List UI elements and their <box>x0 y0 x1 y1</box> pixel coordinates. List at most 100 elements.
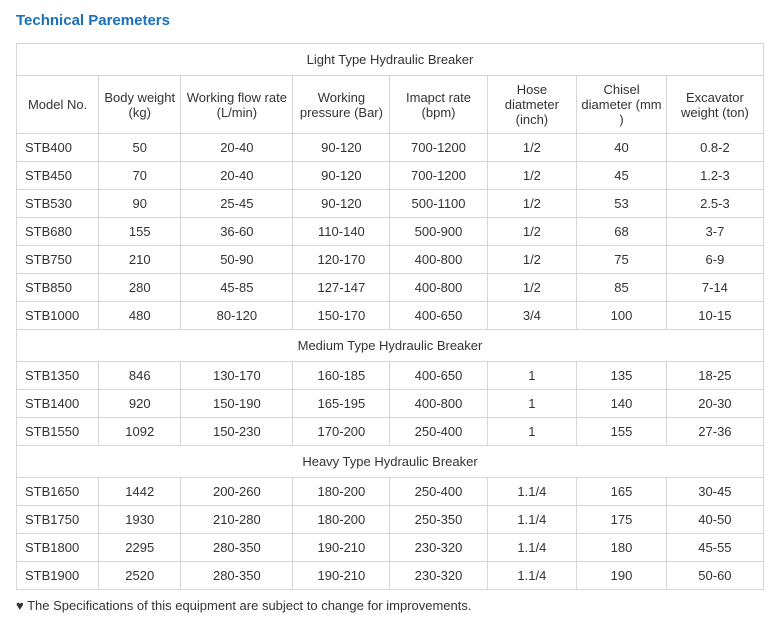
data-cell: 45 <box>577 162 667 190</box>
data-cell: 1/2 <box>487 246 577 274</box>
data-cell: 127-147 <box>293 274 390 302</box>
data-cell: 30-45 <box>666 478 763 506</box>
model-cell: STB1400 <box>17 390 99 418</box>
section-title: Heavy Type Hydraulic Breaker <box>17 446 764 478</box>
data-cell: 90-120 <box>293 190 390 218</box>
data-cell: 0.8-2 <box>666 134 763 162</box>
column-header: Hose diatmeter (inch) <box>487 76 577 134</box>
column-header: Model No. <box>17 76 99 134</box>
data-cell: 155 <box>99 218 181 246</box>
data-cell: 170-200 <box>293 418 390 446</box>
data-cell: 140 <box>577 390 667 418</box>
data-cell: 6-9 <box>666 246 763 274</box>
data-cell: 1/2 <box>487 162 577 190</box>
data-cell: 175 <box>577 506 667 534</box>
data-cell: 20-40 <box>181 134 293 162</box>
data-cell: 53 <box>577 190 667 218</box>
data-cell: 1.1/4 <box>487 562 577 590</box>
data-cell: 2295 <box>99 534 181 562</box>
data-cell: 1 <box>487 390 577 418</box>
table-row: STB100048080-120150-170400-6503/410010-1… <box>17 302 764 330</box>
data-cell: 400-650 <box>390 302 487 330</box>
data-cell: 150-230 <box>181 418 293 446</box>
data-cell: 190 <box>577 562 667 590</box>
model-cell: STB1000 <box>17 302 99 330</box>
data-cell: 155 <box>577 418 667 446</box>
table-row: STB15501092150-230170-200250-400115527-3… <box>17 418 764 446</box>
table-row: STB16501442200-260180-200250-4001.1/4165… <box>17 478 764 506</box>
table-row: STB18002295280-350190-210230-3201.1/4180… <box>17 534 764 562</box>
column-header: Working flow rate (L/min) <box>181 76 293 134</box>
data-cell: 18-25 <box>666 362 763 390</box>
data-cell: 85 <box>577 274 667 302</box>
data-cell: 50 <box>99 134 181 162</box>
data-cell: 100 <box>577 302 667 330</box>
column-header: Excavator weight (ton) <box>666 76 763 134</box>
data-cell: 90-120 <box>293 162 390 190</box>
data-cell: 180-200 <box>293 506 390 534</box>
data-cell: 27-36 <box>666 418 763 446</box>
data-cell: 846 <box>99 362 181 390</box>
data-cell: 165 <box>577 478 667 506</box>
column-header: Working pressure (Bar) <box>293 76 390 134</box>
data-cell: 400-800 <box>390 390 487 418</box>
data-cell: 2520 <box>99 562 181 590</box>
data-cell: 210-280 <box>181 506 293 534</box>
data-cell: 400-800 <box>390 246 487 274</box>
data-cell: 1 <box>487 418 577 446</box>
page-title: Technical Paremeters <box>16 12 764 29</box>
data-cell: 25-45 <box>181 190 293 218</box>
footnote-text: ♥ The Specifications of this equipment a… <box>16 598 764 613</box>
spec-table: Light Type Hydraulic BreakerModel No.Bod… <box>16 43 764 590</box>
data-cell: 40-50 <box>666 506 763 534</box>
data-cell: 50-90 <box>181 246 293 274</box>
model-cell: STB530 <box>17 190 99 218</box>
data-cell: 1/2 <box>487 134 577 162</box>
data-cell: 280 <box>99 274 181 302</box>
data-cell: 210 <box>99 246 181 274</box>
table-row: STB85028045-85127-147400-8001/2857-14 <box>17 274 764 302</box>
data-cell: 45-85 <box>181 274 293 302</box>
data-cell: 400-800 <box>390 274 487 302</box>
data-cell: 280-350 <box>181 562 293 590</box>
data-cell: 250-350 <box>390 506 487 534</box>
table-row: STB19002520280-350190-210230-3201.1/4190… <box>17 562 764 590</box>
data-cell: 135 <box>577 362 667 390</box>
data-cell: 230-320 <box>390 534 487 562</box>
data-cell: 110-140 <box>293 218 390 246</box>
data-cell: 1/2 <box>487 190 577 218</box>
table-row: STB1400920150-190165-195400-800114020-30 <box>17 390 764 418</box>
data-cell: 1442 <box>99 478 181 506</box>
model-cell: STB850 <box>17 274 99 302</box>
data-cell: 250-400 <box>390 478 487 506</box>
model-cell: STB1900 <box>17 562 99 590</box>
data-cell: 190-210 <box>293 534 390 562</box>
data-cell: 200-260 <box>181 478 293 506</box>
data-cell: 80-120 <box>181 302 293 330</box>
data-cell: 1092 <box>99 418 181 446</box>
table-row: STB75021050-90120-170400-8001/2756-9 <box>17 246 764 274</box>
data-cell: 130-170 <box>181 362 293 390</box>
data-cell: 36-60 <box>181 218 293 246</box>
data-cell: 1/2 <box>487 218 577 246</box>
data-cell: 68 <box>577 218 667 246</box>
data-cell: 20-40 <box>181 162 293 190</box>
data-cell: 190-210 <box>293 562 390 590</box>
column-header: Imapct rate (bpm) <box>390 76 487 134</box>
model-cell: STB1750 <box>17 506 99 534</box>
data-cell: 500-1100 <box>390 190 487 218</box>
model-cell: STB1350 <box>17 362 99 390</box>
model-cell: STB1650 <box>17 478 99 506</box>
model-cell: STB680 <box>17 218 99 246</box>
data-cell: 400-650 <box>390 362 487 390</box>
data-cell: 150-190 <box>181 390 293 418</box>
data-cell: 700-1200 <box>390 162 487 190</box>
section-title: Medium Type Hydraulic Breaker <box>17 330 764 362</box>
data-cell: 180-200 <box>293 478 390 506</box>
data-cell: 90 <box>99 190 181 218</box>
data-cell: 1.2-3 <box>666 162 763 190</box>
data-cell: 500-900 <box>390 218 487 246</box>
table-row: STB68015536-60110-140500-9001/2683-7 <box>17 218 764 246</box>
column-header: Body weight (kg) <box>99 76 181 134</box>
data-cell: 75 <box>577 246 667 274</box>
